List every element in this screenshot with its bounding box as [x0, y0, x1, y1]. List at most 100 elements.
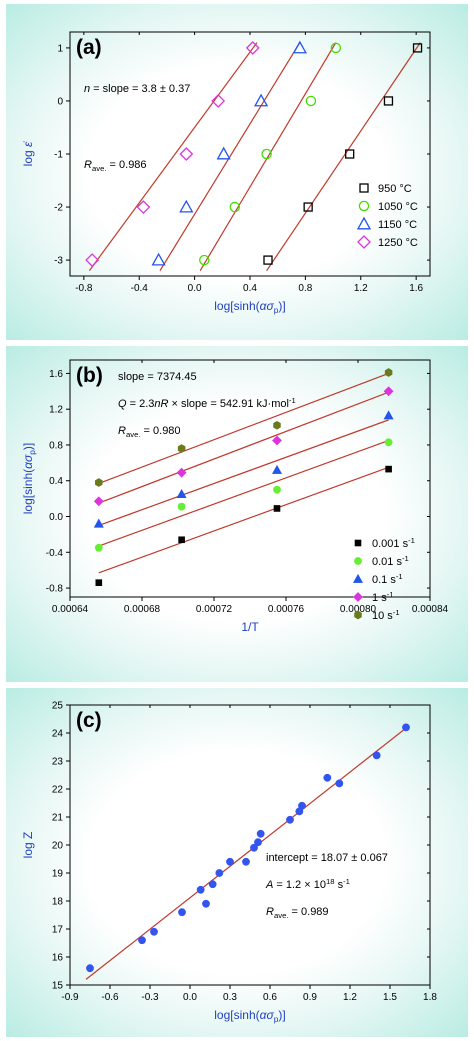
chart-b-x-tick-label: 0.00080	[340, 604, 377, 615]
chart-c-x-tick-label: 0.9	[303, 992, 317, 1003]
chart-b-legend-label: 0.001 s-1	[372, 536, 415, 550]
chart-a-legend-marker	[358, 200, 370, 212]
chart-a-x-tick-label: 0.8	[298, 283, 312, 294]
chart-b-x-tick-label: 0.00076	[268, 604, 305, 615]
chart-a-data-point	[292, 40, 307, 54]
chart-c-annotation: A = 1.2 × 1018 s-1	[265, 877, 350, 891]
chart-c-x-tick-label: -0.6	[101, 992, 119, 1003]
chart-a-fit-line	[199, 42, 337, 272]
chart-b-legend-label: 0.01 s-1	[372, 554, 409, 568]
chart-b-data-point	[271, 464, 283, 474]
chart-c-data-point	[196, 885, 205, 894]
chart-c-data-point	[138, 936, 146, 945]
chart-b-series-1	[94, 438, 393, 552]
chart-c-x-tick-label: 0.0	[183, 992, 197, 1003]
chart-c-x-tick-label: 1.5	[383, 992, 397, 1003]
chart-b-data-point	[93, 518, 104, 528]
chart-b-data-point	[178, 536, 185, 544]
chart-a-y-tick-label: -1	[54, 150, 63, 161]
chart-b-data-point	[273, 485, 281, 494]
chart-a-legend-label: 1050 °C	[378, 201, 418, 213]
chart-c-x-axis-label: log[sinh(ασp)]	[214, 1008, 285, 1024]
chart-c-data-point	[242, 857, 250, 866]
chart-b-y-tick-label: 0.8	[49, 440, 63, 451]
chart-a-legend-marker	[359, 183, 369, 193]
chart-a-y-tick-label: -2	[54, 203, 63, 214]
chart-b-y-tick-label: 0.0	[49, 512, 63, 523]
chart-b-series-3	[93, 386, 394, 507]
chart-a-legend-label: 1150 °C	[378, 219, 417, 231]
chart-a-data-point	[303, 202, 313, 212]
chart-a-data-point	[179, 147, 194, 161]
chart-b-data-point	[94, 543, 103, 552]
chart-a-y-tick-label: 1	[57, 43, 63, 54]
chart-a-data-point	[245, 40, 260, 55]
chart-a-legend-marker	[357, 235, 371, 249]
chart-b-series-4	[95, 368, 393, 487]
chart-c-panel-label: (c)	[76, 709, 102, 732]
chart-a-data-point	[179, 199, 194, 213]
chart-b-svg: 0.00064 0.00068 0.00072 0.00076 0.00080 0.000…	[21, 359, 449, 634]
chart-c-y-tick-label: 25	[52, 701, 64, 712]
chart-b-annotation: Q = 2.3nR × slope = 542.91 kJ·mol-1	[118, 396, 296, 410]
chart-b-legend-marker	[352, 573, 364, 583]
chart-c-data-point	[402, 723, 410, 732]
chart-b-legend-label: 1 s-1	[372, 590, 394, 604]
chart-a-annotation: Rave. = 0.986	[84, 159, 147, 173]
chart-c-data-point	[372, 751, 381, 760]
chart-c-annotation: Rave. = 0.989	[266, 906, 329, 920]
chart-c-data-point	[256, 829, 265, 838]
chart-a-series-1	[199, 42, 342, 272]
chart-b-data-point	[177, 444, 186, 453]
chart-c-y-tick-label: 20	[52, 841, 64, 852]
chart-b-plot-frame	[69, 359, 431, 598]
chart-b-data-point	[273, 505, 281, 512]
chart-a-x-tick-label: -0.8	[75, 283, 93, 294]
chart-b-fit-line	[98, 466, 389, 574]
chart-c-x-tick-label: 1.8	[423, 992, 437, 1003]
chart-a-x-tick-label: 0.0	[188, 283, 202, 294]
chart-c-x-tick-label: 1.2	[343, 992, 357, 1003]
chart-a-panel-label: (a)	[76, 36, 102, 59]
chart-a-data-point	[136, 200, 151, 214]
chart-a-plot-frame	[69, 31, 431, 277]
chart-a-legend-label: 950 °C	[378, 183, 412, 195]
chart-a-data-point	[305, 95, 317, 107]
chart-a-data-point	[330, 42, 342, 54]
chart-b-fit-line	[98, 439, 389, 547]
chart-c-x-tick-label: -0.9	[61, 992, 79, 1003]
chart-a-series-0	[263, 42, 423, 272]
panel-c: -0.9 -0.6 -0.3 0.0 0.3 0.6 0.9 1.2 1.5 1.8 15 16 17 1…	[6, 688, 468, 1037]
chart-b-data-point	[272, 435, 282, 446]
chart-b-y-tick-label: 0.4	[49, 476, 63, 487]
chart-a-data-point	[85, 253, 100, 268]
chart-b-fit-line	[98, 391, 389, 504]
chart-c-x-tick-label: 0.3	[223, 992, 237, 1003]
chart-c-y-tick-label: 22	[52, 785, 64, 796]
chart-b-data-point	[384, 368, 393, 377]
chart-c-data-point	[178, 908, 186, 917]
chart-b-legend-marker	[354, 539, 362, 547]
chart-a-legend-marker	[356, 216, 372, 230]
chart-b-annotation: slope = 7374.45	[118, 371, 197, 383]
chart-c-y-tick-label: 18	[52, 897, 64, 908]
chart-b-series-0	[95, 465, 392, 586]
chart-b-legend-marker	[354, 557, 362, 565]
chart-a-x-tick-label: 1.6	[409, 283, 423, 294]
chart-b-fit-line	[98, 419, 389, 527]
chart-a-data-point	[383, 96, 394, 106]
chart-b-data-point	[383, 410, 394, 420]
chart-b-y-tick-label: -0.4	[46, 548, 64, 559]
chart-a-data-point	[263, 255, 273, 265]
chart-a-data-point	[199, 254, 210, 266]
chart-b-data-point	[273, 420, 281, 430]
chart-b-data-point	[176, 467, 187, 478]
chart-c-y-tick-label: 17	[52, 925, 64, 936]
chart-b-data-point	[176, 489, 187, 499]
chart-c-y-axis-label: log Z	[21, 832, 35, 859]
chart-c-data-point	[323, 773, 332, 782]
chart-b-y-axis-label: log[sinh(ασp)]	[21, 443, 37, 514]
chart-b-x-axis-label: 1/T	[241, 620, 259, 634]
chart-b-data-point	[177, 502, 186, 511]
chart-b-data-point	[95, 478, 103, 487]
